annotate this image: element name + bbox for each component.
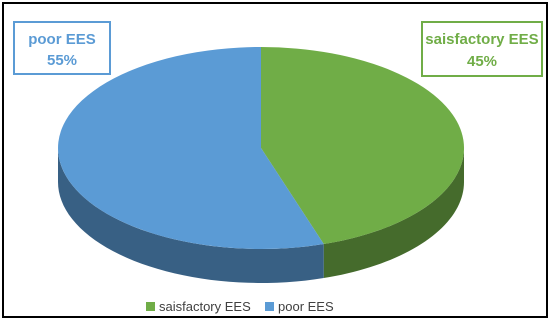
legend-label-poor: poor EES bbox=[278, 299, 334, 314]
label-name-satisfactory: saisfactory EES bbox=[425, 31, 538, 48]
pie-side-0 bbox=[323, 148, 464, 279]
label-name-poor: poor EES bbox=[28, 31, 96, 48]
pie-slice-0 bbox=[261, 47, 465, 245]
pie-layer bbox=[58, 47, 465, 283]
data-label-poor: poor EES 55% bbox=[13, 21, 111, 75]
legend-swatch-poor bbox=[265, 302, 274, 311]
data-label-satisfactory: saisfactory EES 45% bbox=[421, 21, 543, 77]
label-value-satisfactory: 45% bbox=[467, 53, 497, 70]
pie-slice-1 bbox=[58, 47, 324, 250]
legend-label-satisfactory: saisfactory EES bbox=[159, 299, 251, 314]
pie-side-1 bbox=[58, 148, 324, 283]
legend: saisfactory EES poor EES bbox=[146, 299, 334, 314]
label-box-poor bbox=[13, 21, 111, 75]
label-box-satisfactory bbox=[421, 21, 543, 77]
legend-swatch-satisfactory bbox=[146, 302, 155, 311]
label-value-poor: 55% bbox=[47, 52, 77, 69]
